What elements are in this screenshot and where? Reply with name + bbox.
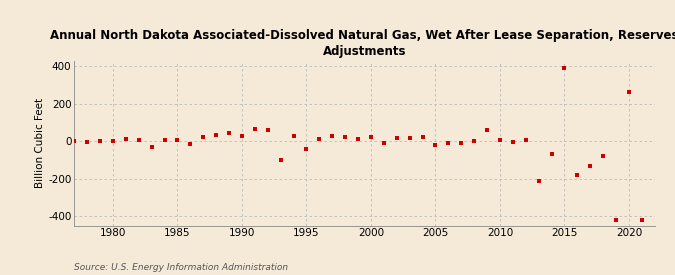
Point	[611, 218, 622, 222]
Point	[508, 140, 518, 144]
Point	[495, 138, 506, 142]
Point	[223, 131, 234, 135]
Point	[546, 152, 557, 156]
Point	[185, 142, 196, 146]
Point	[598, 154, 609, 158]
Point	[392, 136, 402, 141]
Point	[211, 132, 221, 137]
Point	[572, 173, 583, 177]
Point	[288, 133, 299, 138]
Point	[520, 138, 531, 142]
Point	[250, 127, 261, 131]
Point	[120, 137, 131, 141]
Title: Annual North Dakota Associated-Dissolved Natural Gas, Wet After Lease Separation: Annual North Dakota Associated-Dissolved…	[50, 29, 675, 58]
Point	[95, 139, 105, 143]
Point	[430, 143, 441, 147]
Point	[624, 90, 634, 95]
Y-axis label: Billion Cubic Feet: Billion Cubic Feet	[35, 98, 45, 188]
Point	[82, 140, 92, 144]
Point	[69, 139, 80, 143]
Point	[404, 136, 415, 141]
Point	[468, 139, 479, 143]
Point	[236, 133, 247, 138]
Point	[198, 135, 209, 140]
Point	[172, 138, 183, 142]
Point	[146, 145, 157, 149]
Point	[327, 133, 338, 138]
Point	[352, 137, 363, 141]
Point	[585, 163, 595, 168]
Point	[637, 218, 647, 222]
Point	[275, 158, 286, 162]
Point	[159, 138, 170, 142]
Point	[314, 137, 325, 141]
Text: Source: U.S. Energy Information Administration: Source: U.S. Energy Information Administ…	[74, 263, 288, 272]
Point	[417, 135, 428, 140]
Point	[533, 178, 544, 183]
Point	[263, 128, 273, 132]
Point	[366, 135, 377, 140]
Point	[456, 141, 466, 145]
Point	[379, 141, 389, 145]
Point	[134, 138, 144, 142]
Point	[559, 66, 570, 70]
Point	[443, 141, 454, 145]
Point	[482, 128, 493, 132]
Point	[107, 139, 118, 143]
Point	[340, 135, 350, 140]
Point	[301, 146, 312, 151]
